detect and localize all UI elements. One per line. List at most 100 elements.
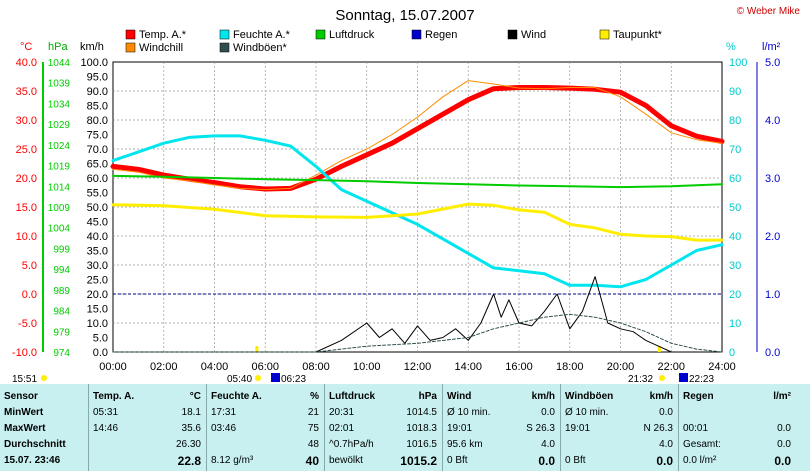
sunrise-label: 05:40: [227, 374, 252, 384]
x-tick: 10:00: [353, 361, 381, 373]
temp-current: 22.8: [177, 454, 201, 468]
time-left-label: 15:51: [12, 374, 37, 384]
wind-tick: 55.0: [87, 188, 108, 200]
pressure-axis-title: hPa: [48, 41, 68, 53]
gust-unit: km/h: [649, 391, 673, 402]
rain-axis-title: l/m²: [762, 41, 781, 53]
wind-tick: 50.0: [87, 202, 108, 214]
pressure-tick: 1024: [48, 141, 71, 152]
press-forecast: bewölkt: [329, 455, 363, 466]
pressure-tick: 1019: [48, 162, 71, 173]
press-min-time: 20:31: [329, 407, 355, 418]
pressure-tick: 974: [53, 348, 70, 359]
plot-area: [110, 80, 725, 353]
sunrise-icon: [255, 375, 261, 381]
wind-min-label: Ø 10 min.: [447, 407, 491, 418]
sun-moon-markers: 15:51 05:40 06:23 21:32 22:23: [12, 346, 714, 384]
temp-min-time: 05:31: [93, 407, 119, 418]
temp-max-time: 14:46: [93, 423, 119, 434]
wind-tick: 90.0: [87, 86, 108, 98]
wind-tick: 5.0: [93, 333, 108, 345]
temp-tick: 15.0: [16, 202, 37, 214]
legend-label: Windböen*: [233, 42, 288, 54]
pressure-tick: 994: [53, 265, 70, 276]
rain-tick: 1.0: [765, 289, 780, 301]
legend-swatch: [599, 29, 610, 40]
weather-chart: Sonntag, 15.07.2007 © Weber Mike Temp. A…: [12, 6, 801, 384]
press-max-time: 02:01: [329, 423, 355, 434]
wind-tick: 10.0: [87, 318, 108, 330]
wind-tick: 25.0: [87, 275, 108, 287]
series-line-feuchtea: [111, 134, 724, 289]
temp-tick: 25.0: [16, 144, 37, 156]
legend-swatch: [219, 29, 230, 40]
pressure-tick: 1034: [48, 99, 71, 110]
wind-tick: 15.0: [87, 304, 108, 316]
temp-tick: -5.0: [18, 318, 37, 330]
temp-tick: 30.0: [16, 115, 37, 127]
axes: °C hPa km/h% l/m² 40.0 35.0 30.0 25.0 20.0 15.0 10…: [12, 41, 781, 384]
temp-tick: 5.0: [22, 260, 37, 272]
gust-max-time: 19:01: [565, 423, 591, 434]
stats-table: Sensor MinWert MaxWert Durchschnitt 15.0…: [0, 384, 810, 471]
legend-swatch: [125, 29, 136, 40]
series-line-wind: [112, 276, 723, 353]
series-line-taupunkt: [111, 202, 724, 242]
series-line-windchill: [112, 80, 723, 191]
chart-title: Sonntag, 15.07.2007: [335, 7, 474, 24]
legend-swatch: [125, 42, 136, 53]
temp-avg: 26.30: [175, 439, 201, 450]
x-tick: 08:00: [302, 361, 330, 373]
copyright: © Weber Mike: [737, 6, 801, 17]
x-tick: 12:00: [404, 361, 432, 373]
x-tick: 22:00: [657, 361, 685, 373]
legend-label: Windchill: [139, 42, 183, 54]
gust-min-label: Ø 10 min.: [565, 407, 609, 418]
pressure-tick: 989: [53, 286, 70, 297]
press-min: 1014.5: [406, 407, 437, 418]
wind-tick: 20.0: [87, 289, 108, 301]
temp-column: Temp. A. °C 05:31 18.1 14:46 35.6 26.30 22.…: [88, 384, 205, 471]
sensor-header: Sensor: [4, 391, 38, 402]
wind-tick: 80.0: [87, 115, 108, 127]
pressure-tick: 999: [53, 244, 70, 255]
temp-tick: 20.0: [16, 173, 37, 185]
wind-header: Wind: [447, 391, 472, 402]
press-max: 1018.3: [406, 423, 437, 434]
wind-column: Wind km/h Ø 10 min. 0.0 19:01 S 26.3 95.6 k…: [442, 384, 559, 471]
humidity-tick: 100: [729, 57, 747, 69]
hum-header: Feuchte A.: [211, 391, 262, 402]
humidity-tick: 0: [729, 347, 735, 359]
legend-swatch: [411, 29, 422, 40]
hum-unit: %: [310, 391, 319, 402]
temp-max: 35.6: [181, 423, 201, 434]
x-tick: 24:00: [708, 361, 736, 373]
hum-abs: 8.12 g/m³: [211, 455, 254, 466]
press-unit: hPa: [418, 391, 437, 402]
pressure-tick: 979: [53, 327, 70, 338]
x-tick: 06:00: [251, 361, 279, 373]
gust-header: Windböen: [565, 391, 614, 402]
gust-avg: 4.0: [659, 439, 673, 450]
pressure-tick: 1039: [48, 79, 71, 90]
temp-tick: 40.0: [16, 57, 37, 69]
humidity-tick: 10: [729, 318, 741, 330]
rain-tick: 5.0: [765, 57, 780, 69]
rain-tick: 3.0: [765, 173, 780, 185]
temp-tick: 10.0: [16, 231, 37, 243]
sunset-icon: [659, 375, 665, 381]
row-label-avg: Durchschnitt: [4, 439, 66, 450]
humidity-tick: 50: [729, 202, 741, 214]
pressure-tick: 1009: [48, 203, 71, 214]
rain-max-time: 00:01: [683, 423, 709, 434]
wind-max: S 26.3: [526, 423, 555, 434]
gust-current: 0.0: [656, 454, 673, 468]
wind-avg: 4.0: [541, 439, 555, 450]
legend-label: Regen: [425, 29, 457, 41]
wind-tick: 95.0: [87, 72, 108, 84]
x-tick: 00:00: [99, 361, 127, 373]
gust-max: N 26.3: [643, 423, 673, 434]
wind-tick: 40.0: [87, 231, 108, 243]
series-line-luftdruck: [112, 174, 723, 189]
legend-swatch: [507, 29, 518, 40]
